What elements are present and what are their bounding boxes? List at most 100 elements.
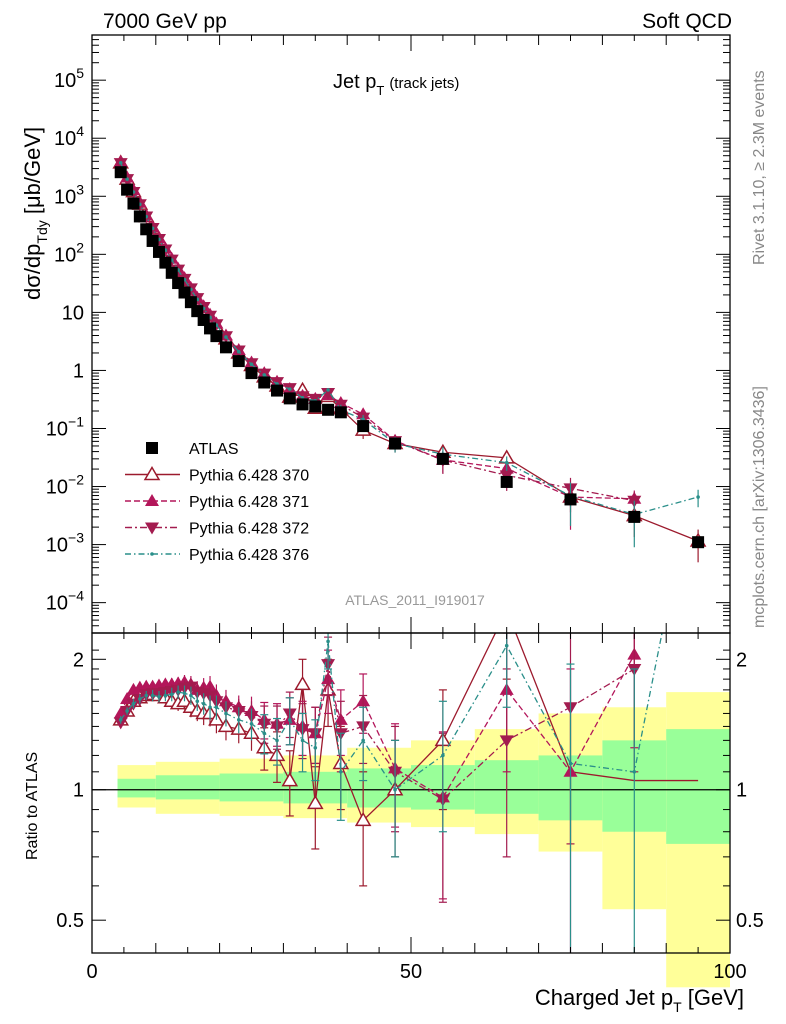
marker-dot xyxy=(169,692,174,697)
marker-dot xyxy=(393,787,397,792)
marker-square xyxy=(114,166,127,179)
y-tick-exponent: 2 xyxy=(76,239,84,255)
y-tick-label-main: 10−2 xyxy=(46,472,84,499)
marker-dot xyxy=(182,691,187,696)
x-axis-title-part2: [GeV] xyxy=(682,985,744,1010)
marker-dot xyxy=(696,451,700,455)
plot-title-suffix: (track jets) xyxy=(389,75,459,92)
legend-label: Pythia 6.428 371 xyxy=(189,494,309,511)
marker-dot xyxy=(568,761,573,766)
y-tick-label-main: 10−3 xyxy=(46,530,84,557)
marker-square xyxy=(334,406,347,419)
y-tick-exponent: 3 xyxy=(76,181,84,197)
marker-square xyxy=(165,266,178,279)
marker-square xyxy=(127,197,140,210)
y-tick-label-main: 105 xyxy=(54,65,84,92)
y-tick-exponent: −2 xyxy=(68,472,84,488)
marker-dot xyxy=(176,690,180,694)
marker-dot xyxy=(504,643,509,648)
y-axis-title-sub: Tdy xyxy=(34,220,50,243)
y-tick-exponent: −4 xyxy=(68,588,84,604)
y-tick-label-ratio-right: 0.5 xyxy=(736,910,764,932)
marker-dot xyxy=(236,349,241,354)
marker-dot xyxy=(118,718,123,722)
marker-dot xyxy=(262,373,267,377)
plot-title-sub: T xyxy=(376,83,384,98)
y-tick-base: 10 xyxy=(54,186,76,208)
marker-square xyxy=(436,452,449,465)
marker-square xyxy=(564,493,577,506)
marker-dot xyxy=(224,711,228,716)
x-tick-label: 100 xyxy=(713,961,746,983)
marker-dot xyxy=(326,639,330,644)
marker-dot xyxy=(224,335,228,339)
marker-triangle-up xyxy=(145,494,159,506)
y-tick-label-main: 104 xyxy=(54,123,84,150)
marker-square xyxy=(628,510,641,523)
marker-dot xyxy=(189,693,193,698)
marker-dot xyxy=(208,705,212,710)
marker-dot xyxy=(249,721,254,726)
marker-dot xyxy=(131,701,136,706)
marker-dot xyxy=(441,753,445,758)
marker-square xyxy=(152,245,165,258)
marker-dot xyxy=(300,738,305,743)
marker-square xyxy=(283,392,296,405)
marker-dot xyxy=(287,718,292,722)
marker-dot xyxy=(201,701,206,706)
band-green xyxy=(219,773,284,802)
y-tick-label-ratio: 2 xyxy=(73,649,84,671)
marker-dot xyxy=(275,738,279,743)
marker-triangle-down xyxy=(499,735,514,748)
y-tick-label-ratio: 0.5 xyxy=(56,910,84,932)
y-tick-label-main: 1 xyxy=(73,360,84,382)
y-axis-title-part1: dσ/dp xyxy=(20,244,45,300)
marker-square xyxy=(219,341,232,354)
marker-square xyxy=(133,210,146,223)
y-tick-label-main: 103 xyxy=(54,181,84,208)
marker-square xyxy=(178,286,191,299)
marker-dot xyxy=(632,770,637,774)
marker-square xyxy=(210,330,223,343)
marker-triangle-open xyxy=(294,675,311,691)
marker-square xyxy=(692,536,705,549)
x-tick-label: 50 xyxy=(400,961,422,983)
marker-square xyxy=(258,376,271,389)
marker-dot xyxy=(361,738,365,743)
y-axis-title-part2: [μb/GeV] xyxy=(20,127,45,220)
band-green xyxy=(666,729,730,844)
marker-dot xyxy=(138,697,142,701)
y-tick-base: 10 xyxy=(54,128,76,150)
band-green xyxy=(117,778,156,798)
band-green xyxy=(347,768,411,808)
x-tick-label: 0 xyxy=(86,961,97,983)
y-tick-label-main: 10−4 xyxy=(46,588,84,615)
rivet-label: Rivet 3.1.10, ≥ 2.3M events xyxy=(751,70,768,265)
x-axis-title-part1: Charged Jet p xyxy=(535,985,673,1010)
marker-dot xyxy=(157,694,161,699)
y-tick-exponent: 4 xyxy=(76,123,84,139)
y-tick-label-ratio-right: 2 xyxy=(736,649,747,671)
y-tick-base: 10 xyxy=(46,418,68,440)
legend-label: ATLAS xyxy=(189,441,239,458)
marker-dot xyxy=(326,388,330,392)
marker-dot xyxy=(236,718,241,722)
y-tick-label-main: 10−1 xyxy=(46,413,84,440)
legend-label: Pythia 6.428 372 xyxy=(189,521,309,538)
marker-square xyxy=(389,437,402,450)
marker-dot xyxy=(125,177,129,181)
marker-dot xyxy=(287,387,292,391)
y-tick-exponent: −3 xyxy=(68,530,84,546)
marker-square xyxy=(357,420,370,433)
marker-dot xyxy=(125,709,129,713)
mcplots-label: mcplots.cern.ch [arXiv:1306.3436] xyxy=(751,386,768,628)
marker-dot xyxy=(249,362,254,367)
marker-square xyxy=(146,234,159,247)
marker-square xyxy=(146,442,158,454)
marker-triangle-down xyxy=(145,522,159,535)
marker-square xyxy=(271,384,284,397)
y-axis-title-main: dσ/dpTdy [μb/GeV] xyxy=(20,127,50,300)
marker-square xyxy=(322,403,335,416)
y-tick-exponent: −1 xyxy=(68,413,84,429)
x-axis-title: Charged Jet pT [GeV] xyxy=(535,985,744,1015)
